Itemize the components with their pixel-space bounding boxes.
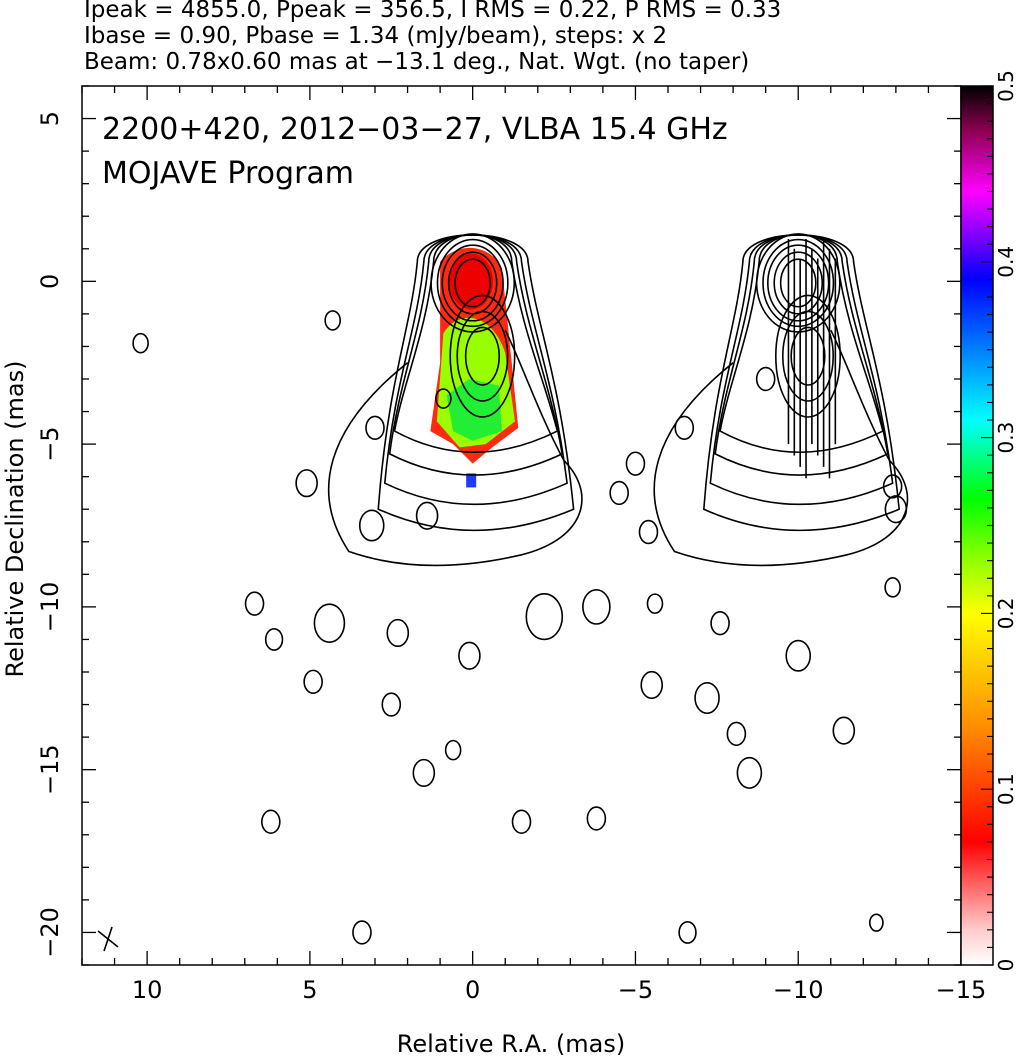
x-axis-label: Relative R.A. (mas) [396, 1030, 626, 1058]
contour-noise [444, 739, 462, 761]
contour-core [441, 244, 504, 322]
contour-core [773, 251, 824, 315]
colorbar-tick-label: 0.1 [994, 773, 1018, 805]
contour-jet [702, 234, 900, 532]
contour-noise [381, 692, 402, 717]
contour-core [447, 251, 498, 315]
beam-cross-minor [103, 926, 113, 952]
polarization-blue-spot [466, 473, 477, 488]
contour-noise [358, 509, 385, 542]
y-tick-label: −5 [36, 426, 64, 461]
contour-core [436, 238, 509, 328]
contour-noise [755, 366, 776, 392]
contour-core [454, 258, 492, 308]
contour-noise [638, 519, 659, 545]
contour-jet-knot [774, 294, 841, 418]
contour-noise [785, 639, 812, 672]
header-line-1: Ipeak = 4855.0, Ppeak = 356.5, I RMS = 0… [84, 0, 782, 23]
contour-noise [132, 332, 149, 354]
contour-noise [710, 610, 730, 636]
contour-noise [625, 451, 646, 476]
y-tick-label: −20 [36, 907, 64, 958]
contour-noise [352, 920, 372, 945]
polarization-jet-green [446, 379, 502, 441]
x-tick-label: 5 [302, 976, 317, 1004]
contour-noise [511, 809, 532, 834]
contour-jet [383, 234, 568, 506]
contour-noise [525, 593, 564, 641]
x-tick-label: 0 [465, 976, 480, 1004]
contour-noise [586, 806, 607, 831]
contour-noise [868, 913, 884, 932]
contour-jet [388, 234, 564, 476]
x-tick-label: −10 [773, 976, 824, 1004]
x-tick-label: −5 [618, 976, 653, 1004]
contour-jet [709, 234, 894, 506]
contour-lines [132, 233, 909, 945]
y-axis-label: Relative Declination (mas) [1, 360, 29, 678]
contour-noise [458, 641, 481, 670]
y-tick-label: 5 [36, 111, 64, 126]
plot-title-line-1: 2200+420, 2012−03−27, VLBA 15.4 GHz [102, 112, 728, 147]
colorbar-tick-label: 0.3 [994, 422, 1018, 454]
colorbar-tick-label: 0 [994, 959, 1018, 972]
contour-jet-knot [464, 326, 501, 386]
colorbar-tick-label: 0.5 [994, 70, 1018, 102]
contour-noise [884, 577, 901, 598]
contour-noise [313, 603, 346, 643]
contour-noise [678, 921, 697, 944]
contour-noise [264, 628, 284, 651]
contour-noise [324, 310, 341, 331]
contour-noise [386, 618, 410, 648]
contour-outer [328, 329, 583, 567]
header-line-2: Ibase = 0.90, Pbase = 1.34 (mJy/beam), s… [84, 23, 668, 49]
contour-jet [714, 234, 889, 476]
contour-jet-knot [790, 326, 826, 386]
contour-noise [694, 682, 720, 715]
contour-noise [415, 501, 439, 530]
contour-noise [640, 670, 664, 700]
contour-noise [882, 474, 903, 499]
plot-title-line-2: MOJAVE Program [102, 156, 355, 191]
contour-core [767, 244, 830, 322]
x-tick-label: −15 [936, 976, 987, 1004]
y-tick-label: −15 [36, 744, 64, 795]
contour-jet-knot [781, 310, 834, 402]
contour-noise [674, 415, 695, 441]
contour-core [755, 233, 841, 333]
contour-core [762, 238, 835, 328]
contour-noise [609, 480, 629, 506]
x-tick-label: 10 [132, 976, 163, 1004]
contour-jet-knot [449, 294, 516, 418]
contour-outer [653, 329, 909, 567]
contour-noise [365, 415, 385, 441]
contour-jet-knot [456, 310, 509, 402]
contour-noise [435, 388, 452, 409]
colorbar-tick-label: 0.4 [994, 246, 1018, 278]
contour-noise [884, 495, 908, 524]
contour-noise [244, 591, 265, 616]
contour-jet [377, 234, 575, 532]
contour-noise [295, 469, 318, 498]
y-tick-label: 0 [36, 274, 64, 289]
contour-noise [832, 716, 856, 745]
contour-noise [303, 669, 323, 694]
contour-noise [412, 758, 436, 788]
contour-noise [726, 721, 747, 747]
contour-noise [736, 756, 763, 789]
contour-jet [719, 234, 884, 454]
contour-noise [261, 809, 281, 834]
colorbar-tick-label: 0.2 [994, 597, 1018, 629]
y-tick-label: −10 [36, 582, 64, 633]
contour-noise [582, 588, 611, 625]
contour-noise [646, 593, 664, 614]
contour-core [779, 258, 817, 308]
header-line-3: Beam: 0.78x0.60 mas at −13.1 deg., Nat. … [84, 49, 750, 75]
